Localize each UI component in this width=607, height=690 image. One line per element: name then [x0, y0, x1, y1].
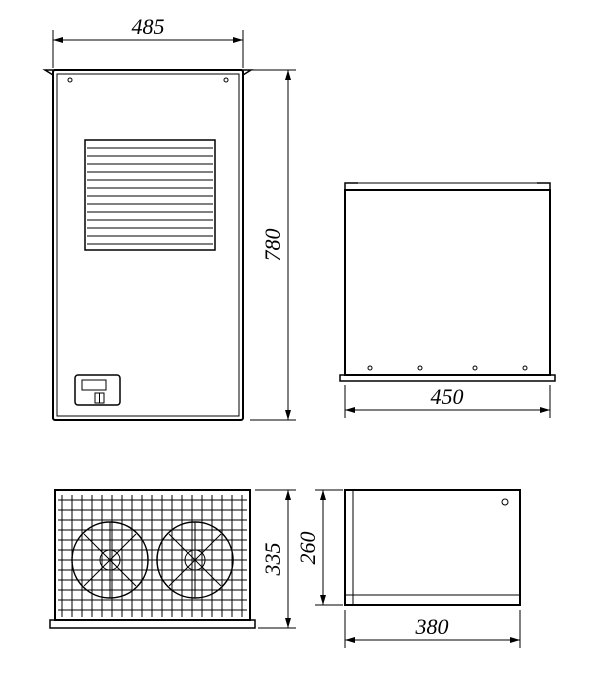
- side-view: [340, 183, 555, 381]
- side-view-2: [345, 490, 520, 605]
- dim-value: 335: [260, 543, 285, 577]
- dim-br-width: 380: [345, 610, 520, 648]
- dim-side-width: 450: [345, 384, 550, 418]
- dim-value: 260: [295, 532, 320, 565]
- front-view: [45, 70, 251, 420]
- dim-width-top: 485: [53, 14, 243, 68]
- dim-br-height: 260: [295, 490, 343, 605]
- dim-height-main: 780: [250, 70, 296, 420]
- control-panel: [75, 375, 120, 405]
- dim-value: 485: [132, 14, 165, 39]
- dim-bottom-height: 335: [255, 490, 296, 628]
- dim-value: 380: [415, 614, 449, 639]
- dim-value: 780: [260, 229, 285, 262]
- vent-grille: [85, 140, 215, 250]
- bottom-view: [50, 490, 255, 628]
- dim-value: 450: [431, 384, 464, 409]
- drawing-canvas: 485 780 450: [0, 0, 607, 690]
